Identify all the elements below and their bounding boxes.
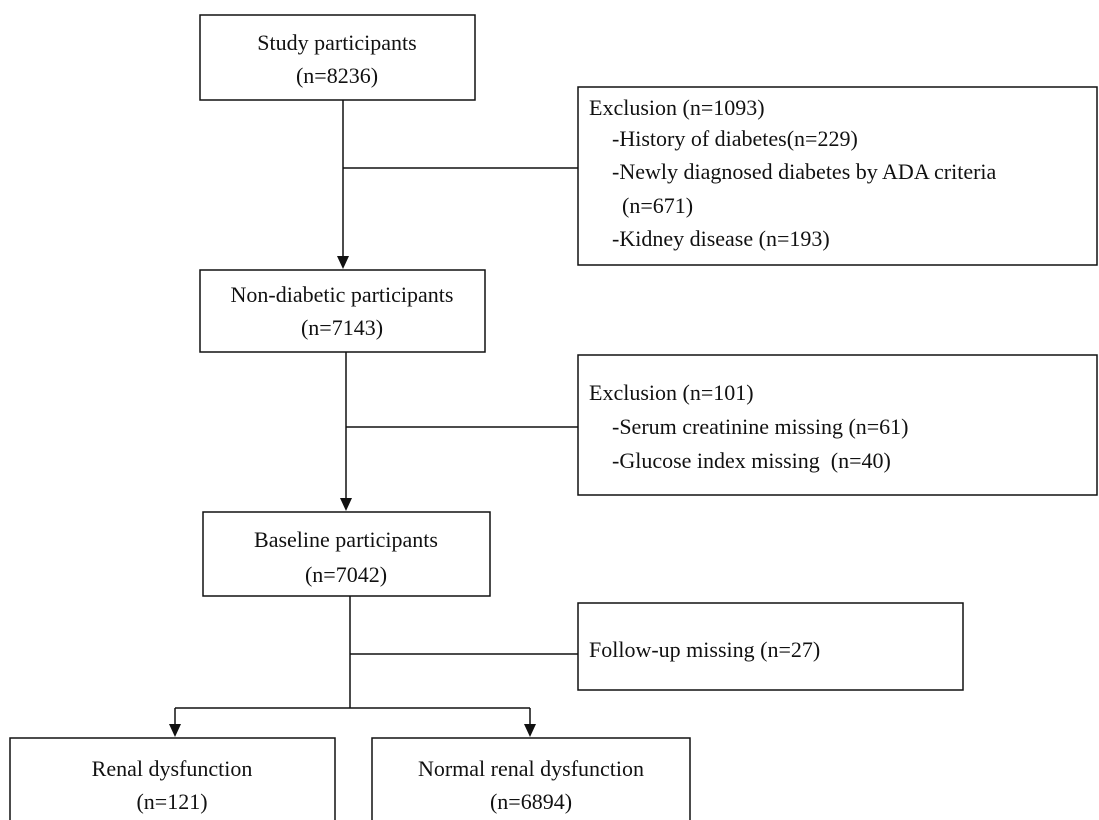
- node-text: -Glucose index missing (n=40): [612, 448, 891, 473]
- node-box: [199, 269, 486, 353]
- arrow: [340, 498, 352, 511]
- node-box: [371, 737, 691, 820]
- node-text: (n=7042): [305, 562, 387, 587]
- node-box: [9, 737, 336, 820]
- node-text: (n=7143): [301, 315, 383, 340]
- node-text: (n=121): [136, 789, 207, 814]
- arrow: [337, 256, 349, 269]
- node-text: (n=8236): [296, 63, 378, 88]
- arrow: [169, 724, 181, 737]
- node-text: Study participants: [257, 30, 416, 55]
- exclusion-box: [577, 602, 964, 691]
- node-text: Non-diabetic participants: [231, 282, 454, 307]
- node-text: Exclusion (n=101): [589, 380, 754, 405]
- node-text: -Newly diagnosed diabetes by ADA criteri…: [612, 159, 997, 184]
- node-text: -Serum creatinine missing (n=61): [612, 414, 909, 439]
- exclusion-box: [577, 354, 1098, 496]
- node-text: Normal renal dysfunction: [418, 756, 644, 781]
- node-text: Follow-up missing (n=27): [589, 637, 820, 662]
- node-text: Renal dysfunction: [92, 756, 253, 781]
- node-box: [199, 14, 476, 101]
- node-text: (n=6894): [490, 789, 572, 814]
- node-box: [202, 511, 491, 597]
- exclusion-box: [577, 86, 1098, 266]
- node-text: (n=671): [622, 193, 693, 218]
- arrow: [524, 724, 536, 737]
- node-text: Baseline participants: [254, 527, 438, 552]
- connectors: [169, 100, 578, 737]
- node-text: -Kidney disease (n=193): [612, 226, 830, 251]
- node-text: -History of diabetes(n=229): [612, 126, 858, 151]
- node-text: Exclusion (n=1093): [589, 95, 765, 120]
